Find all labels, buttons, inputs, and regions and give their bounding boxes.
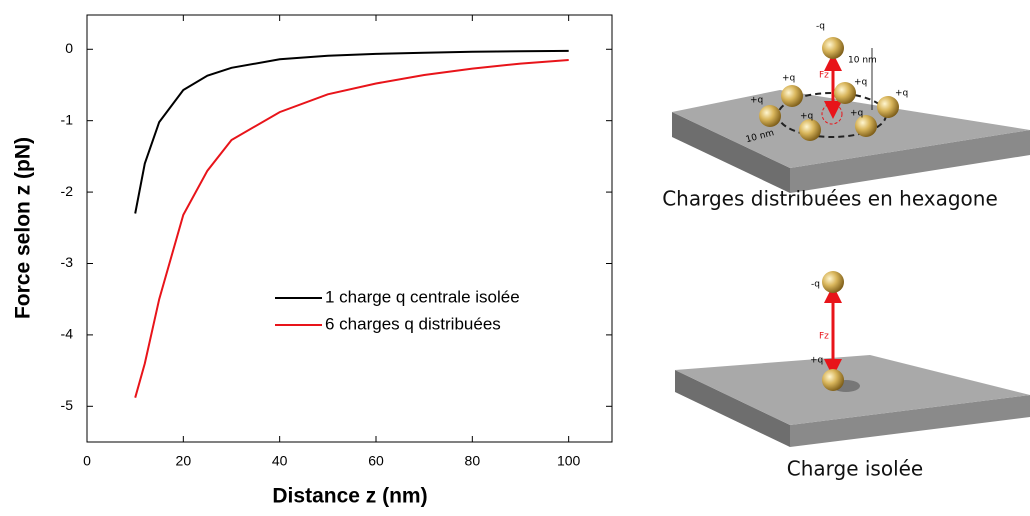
- y-tick-label: -1: [61, 111, 74, 127]
- distance-label: 10 nm: [848, 56, 877, 66]
- legend-label: 6 charges q distribuées: [325, 314, 501, 333]
- caption: Charges distribuées en hexagone: [662, 187, 998, 211]
- sphere: [822, 369, 844, 391]
- y-tick-label: -5: [61, 397, 74, 413]
- line: [134, 59, 569, 398]
- x-tick-label: 0: [83, 453, 91, 469]
- slab-side: [672, 112, 790, 193]
- slab-side: [790, 130, 1030, 193]
- slab-side: [675, 370, 790, 447]
- charge-label: +q: [800, 112, 813, 122]
- sphere: [822, 271, 844, 293]
- slab-side: [790, 395, 1030, 447]
- x-tick-label: 80: [465, 453, 481, 469]
- line: [134, 49, 569, 214]
- force-label: Fz: [819, 71, 829, 81]
- y-axis-label: Force selon z (pN): [12, 137, 35, 319]
- charge-label: +q: [854, 78, 867, 88]
- y-tick-label: -4: [61, 326, 74, 342]
- isolated-diagram: -q +q Fz Charge isolée: [675, 271, 1030, 481]
- x-tick-label: 60: [368, 453, 384, 469]
- charge-label: +q: [810, 356, 823, 366]
- x-axis-label: Distance z (nm): [272, 485, 427, 508]
- plot-frame: [86, 14, 613, 443]
- charge-label: -q: [816, 22, 825, 32]
- legend-label: 1 charge q centrale isolée: [325, 287, 520, 306]
- y-tick-label: -3: [61, 254, 74, 270]
- caption: Charge isolée: [787, 457, 924, 481]
- y-tick-label: -2: [61, 183, 74, 199]
- charge-label: +q: [850, 109, 863, 119]
- sphere: [822, 37, 844, 59]
- charge-label: +q: [750, 96, 763, 106]
- x-tick-label: 100: [557, 453, 581, 469]
- charge-label: -q: [811, 280, 820, 290]
- x-tick-label: 40: [272, 453, 288, 469]
- spheres: [759, 82, 899, 141]
- y-tick-label: 0: [65, 40, 73, 56]
- force-label: Fz: [819, 332, 829, 342]
- hexagon-diagram: -q 10 nm Fz +q +q +q +q +q +q 10 nm Char…: [662, 22, 1030, 211]
- charge-label: +q: [895, 89, 908, 99]
- x-tick-label: 20: [176, 453, 192, 469]
- charge-label: +q: [782, 74, 795, 84]
